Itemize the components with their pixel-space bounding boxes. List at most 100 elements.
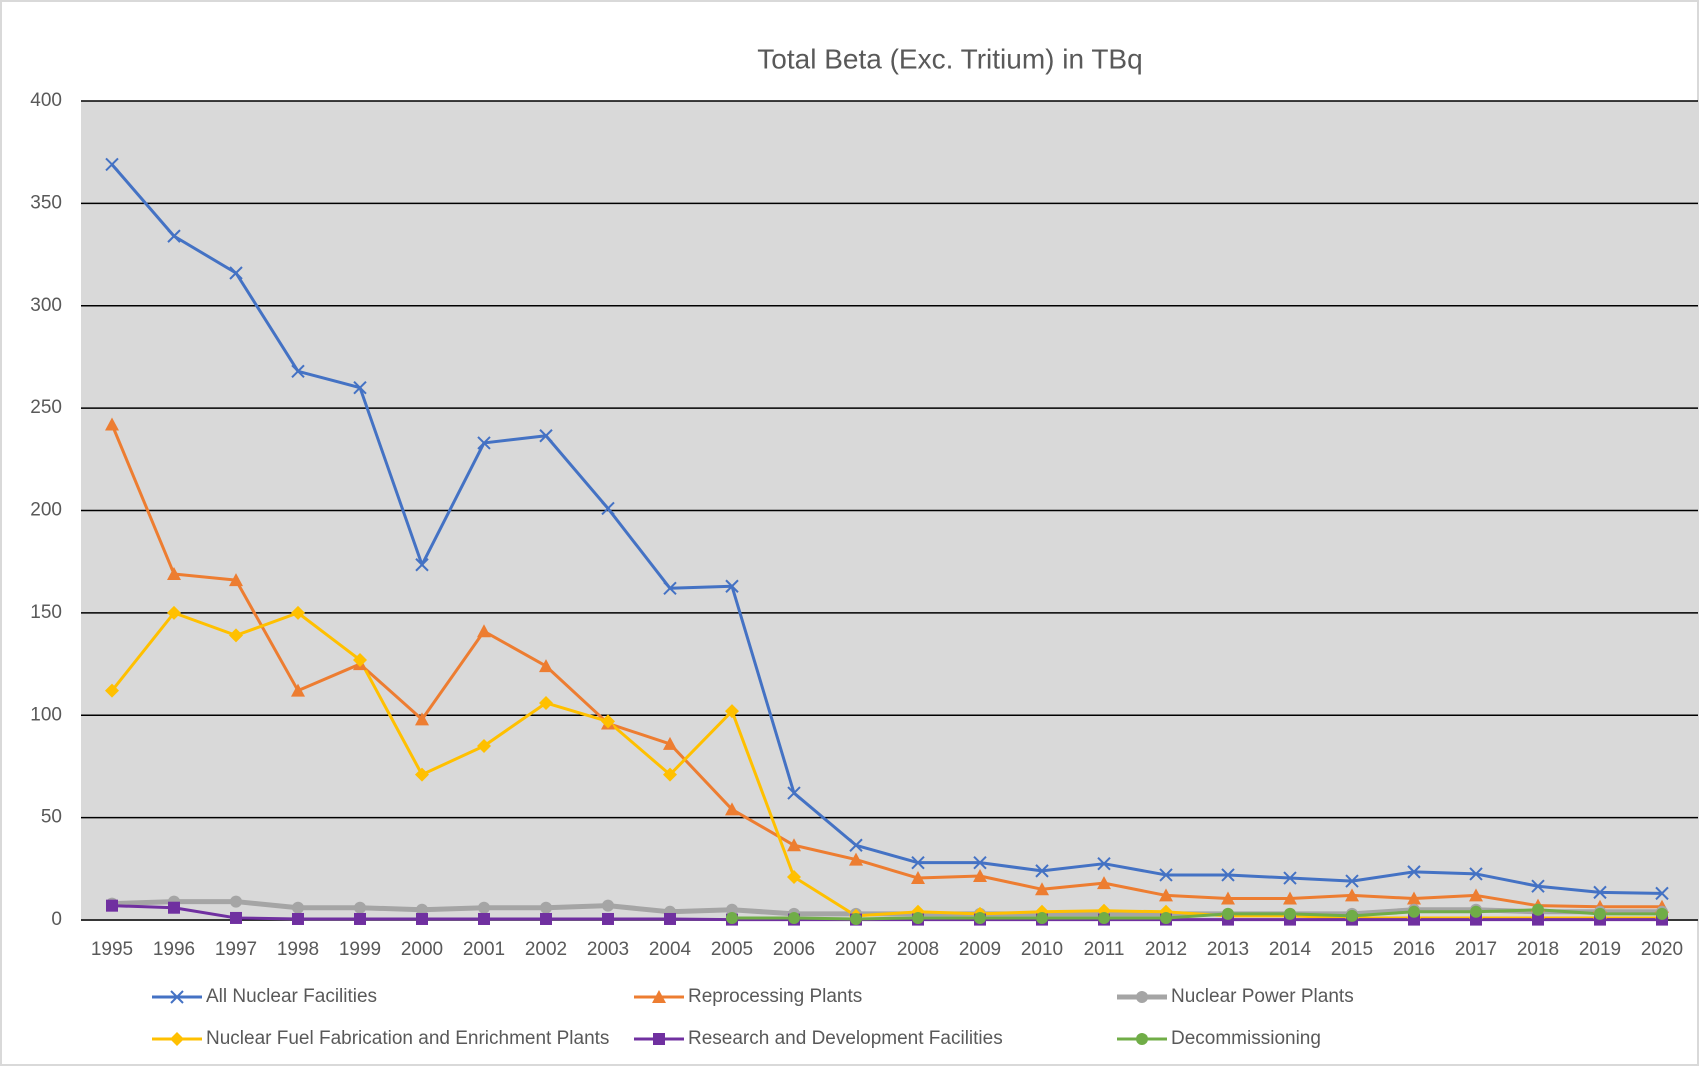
data-point [540,912,552,925]
data-point [539,695,553,710]
data-point [1159,888,1173,902]
data-point [106,899,118,912]
data-point [291,364,305,378]
series-line [110,163,1663,895]
data-point [539,659,553,673]
y-tick-label: 0 [51,909,62,930]
data-point [663,581,677,596]
y-tick-label: 350 [30,192,62,213]
data-point [478,912,490,925]
data-point [415,558,429,572]
data-point [168,901,180,914]
data-point [1469,867,1483,881]
data-point [973,868,987,882]
data-point [1469,888,1483,902]
data-point [167,566,181,580]
data-point [291,605,305,620]
y-tick-label: 400 [30,90,62,111]
data-point [788,911,800,924]
x-tick-label: 2008 [897,939,939,960]
data-point [229,628,243,643]
data-point [105,683,119,698]
data-point [1470,905,1482,918]
y-tick-label: 250 [30,397,62,418]
data-point [353,380,367,395]
data-point [167,605,181,620]
legend-label: Reprocessing Plants [688,986,862,1007]
data-point [1656,907,1668,920]
series-line [110,611,1662,920]
y-tick-label: 50 [41,807,62,828]
data-point [1532,913,1544,926]
data-point [1283,871,1297,885]
data-point [663,767,677,782]
x-tick-label: 2001 [463,939,505,960]
data-point [1345,874,1359,888]
data-point [1221,868,1235,882]
x-tick-label: 2011 [1084,939,1125,960]
x-tick-label: 2005 [711,939,753,960]
data-point [601,714,615,729]
series-line [110,423,1662,909]
x-tick-label: 2014 [1269,939,1312,960]
x-tick-label: 1996 [153,939,195,960]
x-tick-label: 2002 [525,939,567,960]
legend-marker [170,1032,184,1046]
x-tick-label: 1997 [215,939,257,960]
x-tick-label: 2013 [1207,939,1249,960]
x-tick-label: 2018 [1517,939,1559,960]
data-point [974,911,986,924]
data-point [602,912,614,925]
data-point [725,802,739,816]
data-point [1097,876,1111,890]
x-tick-label: 2019 [1579,939,1621,960]
data-point [230,911,242,924]
x-tick-label: 1995 [91,939,133,960]
data-point [1160,911,1172,924]
chart-title: Total Beta (Exc. Tritium) in TBq [757,43,1142,74]
data-point [1532,903,1544,916]
data-point [849,852,863,866]
x-tick-label: 2012 [1145,939,1187,960]
data-point [911,855,925,870]
data-point [1407,891,1421,905]
data-point [602,899,614,912]
legend-label: Nuclear Fuel Fabrication and Enrichment … [206,1028,609,1049]
data-point [1655,886,1669,901]
data-point [167,229,181,243]
data-point [1222,907,1234,920]
x-tick-label: 2004 [649,939,692,960]
legend-marker [1136,1033,1148,1045]
data-point [1221,891,1235,905]
data-point [912,911,924,924]
x-tick-label: 2015 [1331,939,1373,960]
x-tick-label: 2000 [401,939,443,960]
legend-marker [653,1033,665,1045]
x-tick-label: 2009 [959,939,1001,960]
data-point [230,895,242,908]
y-tick-label: 200 [30,500,62,521]
x-tick-label: 2007 [835,939,877,960]
data-point [415,712,429,726]
data-point [787,786,801,800]
legend-marker [170,990,184,1004]
data-point [849,838,863,852]
data-point [911,871,925,885]
data-point [1408,905,1420,918]
x-tick-label: 1998 [277,939,319,960]
data-point [850,912,862,925]
data-point [726,911,738,924]
data-point [105,417,119,431]
data-point [663,736,677,750]
data-point [416,903,428,916]
legend-label: Decommissioning [1171,1028,1321,1049]
data-point [787,870,801,885]
y-tick-label: 300 [30,295,62,316]
data-point [1036,911,1048,924]
data-point [229,266,243,280]
legend-label: Nuclear Power Plants [1171,986,1354,1007]
data-point [725,704,739,719]
data-point [229,573,243,587]
series-line [732,908,1662,921]
